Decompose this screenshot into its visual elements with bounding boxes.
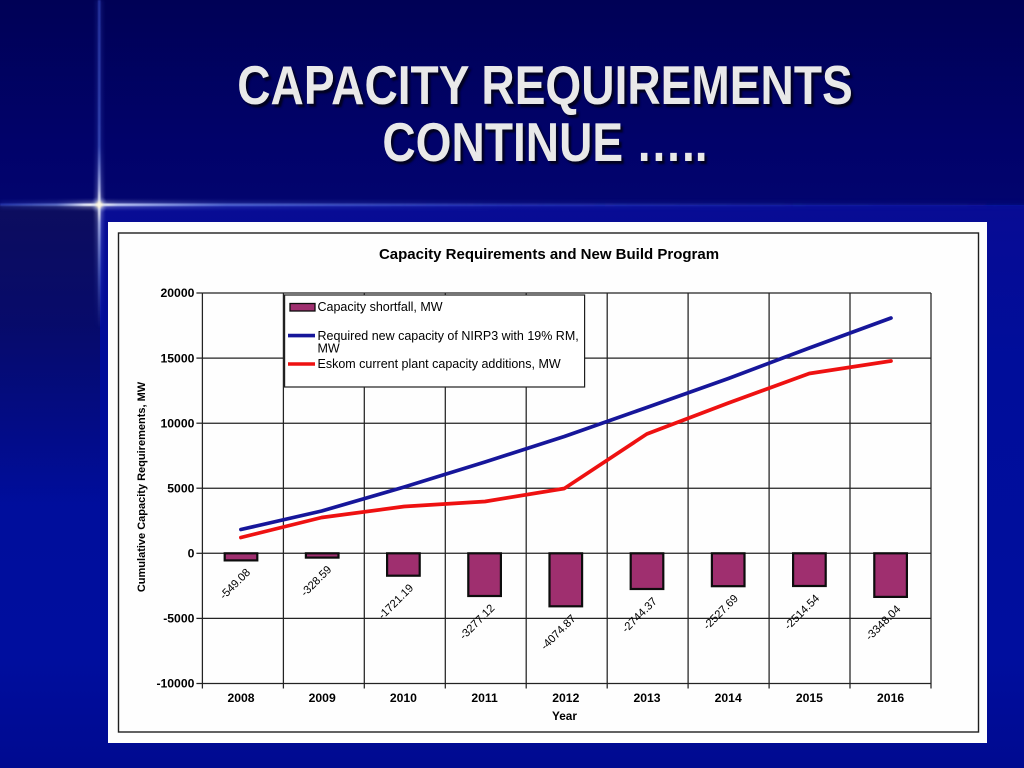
svg-text:2009: 2009	[309, 691, 336, 705]
svg-text:-2744.37: -2744.37	[620, 596, 660, 636]
svg-text:15000: 15000	[161, 351, 195, 365]
svg-text:Year: Year	[552, 709, 577, 723]
svg-text:0: 0	[188, 547, 195, 561]
svg-text:Cumulative Capacity Requiremen: Cumulative Capacity Requirements, MW	[136, 381, 148, 592]
svg-text:-2527.69: -2527.69	[701, 593, 741, 633]
svg-text:20000: 20000	[161, 286, 195, 300]
svg-text:Required new capacity of NIRP3: Required new capacity of NIRP3 with 19% …	[318, 329, 579, 343]
svg-text:-1721.19: -1721.19	[376, 582, 416, 622]
svg-text:Capacity shortfall, MW: Capacity shortfall, MW	[318, 300, 443, 314]
svg-text:2008: 2008	[227, 691, 254, 705]
svg-text:2010: 2010	[390, 691, 417, 705]
svg-text:5000: 5000	[167, 481, 194, 495]
svg-text:2012: 2012	[552, 691, 579, 705]
svg-text:-3277.12: -3277.12	[458, 603, 498, 643]
svg-text:2011: 2011	[471, 691, 498, 705]
svg-text:-2514.54: -2514.54	[782, 593, 822, 633]
svg-text:Eskom current plant capacity a: Eskom current plant capacity additions, …	[318, 357, 561, 371]
svg-text:-5000: -5000	[163, 612, 194, 626]
svg-text:2016: 2016	[877, 691, 904, 705]
svg-text:-3348.04: -3348.04	[864, 603, 904, 643]
svg-text:Capacity Requirements and New: Capacity Requirements and New Build Prog…	[379, 246, 719, 263]
svg-text:2014: 2014	[715, 691, 742, 705]
svg-text:-10000: -10000	[156, 677, 194, 691]
svg-text:10000: 10000	[161, 416, 195, 430]
svg-text:-549.08: -549.08	[218, 567, 253, 602]
svg-text:MW: MW	[318, 341, 340, 355]
svg-text:-328.59: -328.59	[299, 564, 334, 599]
svg-text:2015: 2015	[796, 691, 823, 705]
svg-text:2013: 2013	[633, 691, 660, 705]
